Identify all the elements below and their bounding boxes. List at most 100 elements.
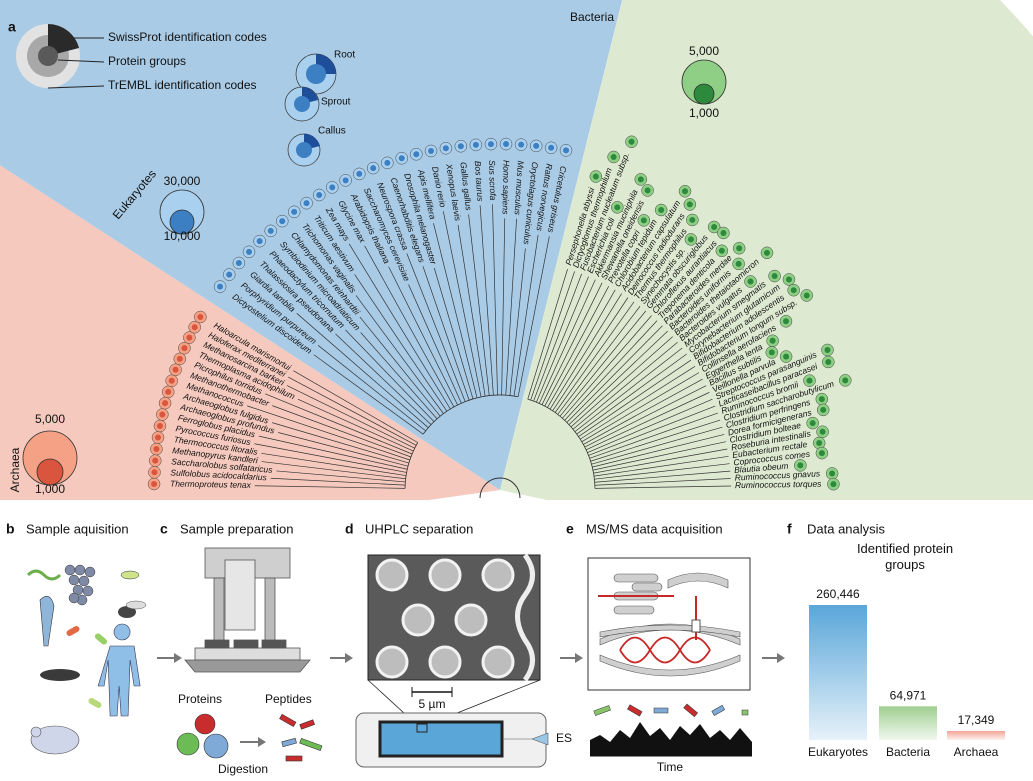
species-label: Mus musculus (513, 160, 526, 216)
tree-branch (296, 313, 429, 428)
leaf-bubble-core (818, 450, 825, 457)
leaf-bubble-core (342, 177, 349, 184)
panel-letter: a (8, 19, 16, 35)
leaf-bubble-core (771, 273, 778, 280)
tree-branch (517, 236, 550, 397)
value-label: 260,446 (816, 587, 860, 601)
species-label: Homo sapiens (501, 160, 512, 215)
leaf-bubble-core (303, 200, 310, 207)
tree-branch (509, 248, 526, 396)
tree-branch (554, 301, 635, 413)
tree-branch (258, 435, 408, 470)
tree-branch (562, 315, 652, 419)
leaf-bubble-core (152, 457, 159, 464)
leaf-bubble-core (162, 400, 169, 407)
tissue-label: Root (334, 50, 355, 61)
tree-branch (272, 405, 412, 458)
tissue-label: Callus (318, 126, 346, 137)
tree-branch (588, 405, 716, 456)
diagram-label: Peptides (265, 692, 312, 706)
leaf-bubble-core (291, 208, 298, 215)
domain-wedge (0, 0, 623, 490)
leaf-bubble-core (153, 446, 160, 453)
panel-title: Sample aquisition (26, 521, 129, 536)
tree-branch (278, 432, 409, 467)
tree-branch (359, 316, 441, 417)
leaf-bubble-core (151, 480, 158, 487)
tree-branch (433, 267, 474, 400)
tree-branch (594, 485, 731, 489)
leaf-bubble-core (533, 142, 540, 149)
tree-branch (335, 333, 432, 425)
leaf-bubble-core (316, 191, 323, 198)
tree-branch (584, 385, 707, 448)
leaf-bubble-core (235, 260, 242, 267)
leaf-bubble-core (563, 147, 570, 154)
tree-branch (547, 289, 616, 408)
species-label: Sulfolobus acidocaldarius (170, 467, 268, 482)
leaf-bubble-core (181, 345, 188, 352)
legend-label: TrEMBL identification codes (108, 78, 257, 92)
tree-branch (533, 273, 582, 402)
mass-spectrometer (587, 557, 752, 757)
leaf-bubble-core (176, 355, 183, 362)
species-label: Bos taurus (473, 160, 486, 202)
tree-branch (422, 266, 470, 401)
tree-branch (388, 266, 458, 406)
leaf-bubble-core (829, 470, 836, 477)
tree-branch (594, 470, 731, 483)
tree-branch (593, 448, 728, 474)
tree-branch (265, 393, 413, 455)
tree-branch (570, 336, 673, 428)
leaf-bubble-core (825, 358, 832, 365)
tree-branch (572, 341, 678, 430)
tree-branch (592, 434, 725, 468)
tree-branch (566, 325, 663, 423)
tree-branch (297, 398, 414, 452)
leaf-bubble-core (165, 388, 172, 395)
legend-glyph (16, 23, 105, 89)
chip-icon (355, 712, 549, 768)
leaf-bubble-core (217, 283, 224, 290)
leaf-bubble-core (628, 138, 635, 145)
leaf-bubble-core (818, 396, 825, 403)
leaf-bubble-core (720, 229, 727, 236)
leaf-bubble-core (156, 422, 163, 429)
leaf-bubble-core (356, 170, 363, 177)
leaf-bubble-core (487, 141, 494, 148)
panel-letter: b (6, 521, 15, 537)
leaf-bubble-core (370, 165, 377, 172)
leaf-bubble-core (592, 173, 599, 180)
tree-branch (594, 478, 731, 486)
leaf-bubble-core (689, 216, 696, 223)
leaf-bubble-core (790, 287, 797, 294)
tree-branch (501, 218, 506, 396)
tree-branch (589, 412, 718, 459)
tree-branch (457, 224, 486, 397)
tissue-label: Sprout (321, 97, 351, 108)
tree-branch (261, 461, 406, 480)
leaf-bubble-core (428, 147, 435, 154)
tree-arc (404, 442, 419, 489)
leaf-bubble-core (637, 176, 644, 183)
leaf-bubble-core (785, 276, 792, 283)
tree-branch (590, 419, 721, 462)
leaf-bubble-core (816, 439, 823, 446)
tree-branch (513, 234, 539, 397)
leaf-bubble-core (803, 292, 810, 299)
domain-label: Bacteria (570, 10, 614, 24)
value-label: 64,971 (890, 688, 927, 702)
leaf-bubble-core (457, 143, 464, 150)
species-label: Thermoproteus tenax (170, 478, 252, 489)
leaf-bubble-core (687, 236, 694, 243)
leaf-bubble-core (842, 377, 849, 384)
leaf-bubble-core (279, 218, 286, 225)
tree-branch (270, 477, 406, 486)
leaf-bubble-core (747, 278, 754, 285)
leaf-bubble-core (472, 141, 479, 148)
bar (809, 605, 867, 740)
tree-branch (355, 295, 444, 414)
tree-branch (433, 223, 478, 398)
leaf-bubble-core (413, 151, 420, 158)
panel-letter: d (345, 521, 354, 537)
